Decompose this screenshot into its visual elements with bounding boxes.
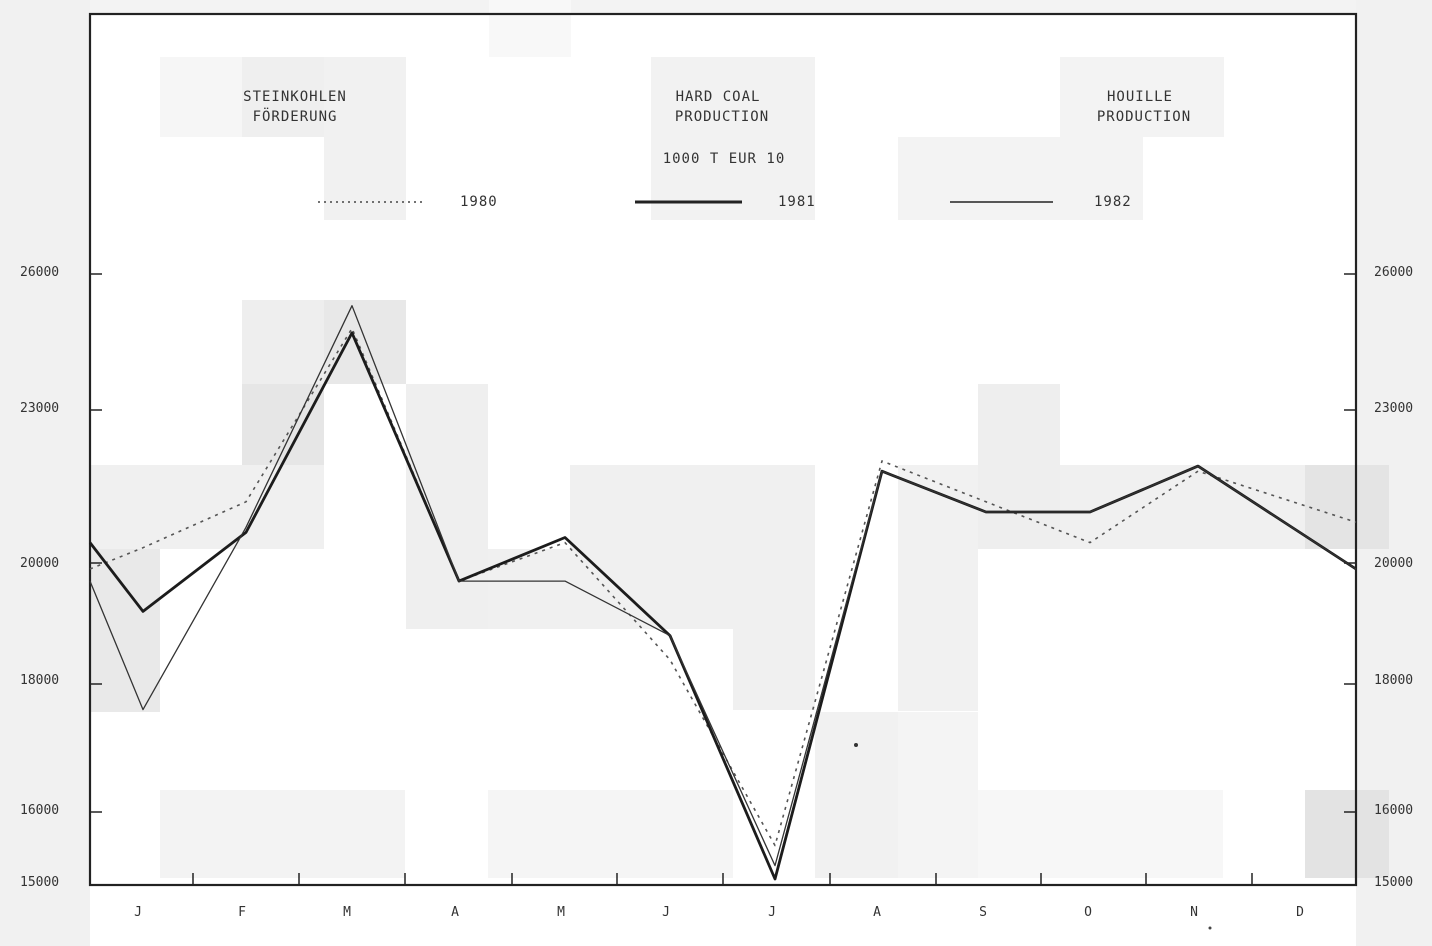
shade-block — [978, 790, 1223, 878]
shade-block — [488, 549, 570, 629]
shade-block — [1060, 465, 1305, 549]
shade-block — [733, 465, 815, 710]
legend-label-1981: 1981 — [778, 194, 816, 210]
shade-block — [489, 0, 571, 57]
y-tick-right-20000: 20000 — [1374, 556, 1413, 571]
y-tick-right-15000: 15000 — [1374, 875, 1413, 890]
x-tick-label: A — [873, 905, 881, 920]
x-tick-label: S — [979, 905, 987, 920]
shade-block — [160, 790, 405, 878]
shade-block — [978, 384, 1060, 549]
y-axis-right: 26000 23000 20000 18000 16000 15000 — [1344, 265, 1413, 890]
title-en-line1: HARD COAL — [676, 89, 761, 105]
y-tick-right-16000: 16000 — [1374, 803, 1413, 818]
x-tick-label: F — [238, 905, 246, 920]
scan-speck — [1208, 926, 1212, 930]
shade-block — [0, 0, 90, 946]
shade-block — [570, 465, 733, 629]
x-tick-label: N — [1190, 905, 1198, 920]
shade-block — [324, 57, 406, 220]
title-de-line1: STEINKOHLEN — [243, 89, 347, 105]
shade-block — [90, 465, 324, 549]
shade-block — [898, 712, 978, 878]
y-tick-left-26000: 26000 — [20, 265, 59, 280]
y-tick-right-26000: 26000 — [1374, 265, 1413, 280]
legend-label-1982: 1982 — [1094, 194, 1132, 210]
shade-block — [406, 384, 488, 629]
series-layer — [88, 305, 1357, 881]
x-tick-label: O — [1084, 905, 1092, 920]
y-tick-left-16000: 16000 — [20, 803, 59, 818]
shade-block — [90, 0, 1356, 14]
series-line-1980 — [89, 327, 1357, 847]
shade-block — [242, 57, 324, 137]
x-tick-label: A — [451, 905, 459, 920]
x-tick-label: J — [768, 905, 776, 920]
x-tick-label: J — [134, 905, 142, 920]
x-tick-label: J — [662, 905, 670, 920]
series-line-1982 — [89, 305, 1357, 867]
shade-block — [90, 549, 160, 712]
title-fr-line2: PRODUCTION — [1097, 109, 1191, 125]
title-de-line2: FÖRDERUNG — [253, 107, 338, 125]
chart-subtitle: 1000 T EUR 10 — [663, 151, 786, 167]
shade-block — [1305, 790, 1389, 878]
shade-block — [488, 790, 733, 878]
shade-block — [242, 384, 324, 465]
shade-block — [898, 137, 1143, 220]
shade-block — [160, 57, 242, 137]
shade-block — [1305, 465, 1389, 549]
y-axis-left: 26000 23000 20000 18000 16000 15000 — [20, 265, 102, 890]
y-tick-right-23000: 23000 — [1374, 401, 1413, 416]
x-tick-label: M — [557, 905, 565, 920]
legend: 1980 1981 1982 — [318, 194, 1132, 210]
legend-label-1980: 1980 — [460, 194, 498, 210]
x-tick-label: M — [343, 905, 351, 920]
y-tick-left-20000: 20000 — [20, 556, 59, 571]
y-tick-left-15000: 15000 — [20, 875, 59, 890]
shade-block — [898, 465, 978, 711]
x-tick-label: D — [1296, 905, 1304, 920]
title-fr-line1: HOUILLE — [1107, 89, 1173, 105]
shade-block — [651, 57, 815, 220]
y-tick-left-23000: 23000 — [20, 401, 59, 416]
y-tick-left-18000: 18000 — [20, 673, 59, 688]
shade-block — [815, 712, 898, 878]
title-en-line2: PRODUCTION — [675, 109, 769, 125]
scan-speck — [854, 743, 858, 747]
y-tick-right-18000: 18000 — [1374, 673, 1413, 688]
shade-block — [324, 300, 406, 384]
shade-block — [1060, 57, 1224, 137]
